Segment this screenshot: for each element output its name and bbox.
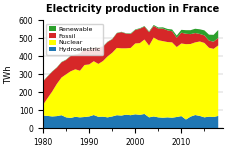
Title: Electricity production in France: Electricity production in France: [46, 4, 220, 14]
Y-axis label: TWh: TWh: [4, 65, 13, 84]
Legend: Renewable, Fossil, Nuclear, Hydroelectric: Renewable, Fossil, Nuclear, Hydroelectri…: [46, 24, 104, 55]
